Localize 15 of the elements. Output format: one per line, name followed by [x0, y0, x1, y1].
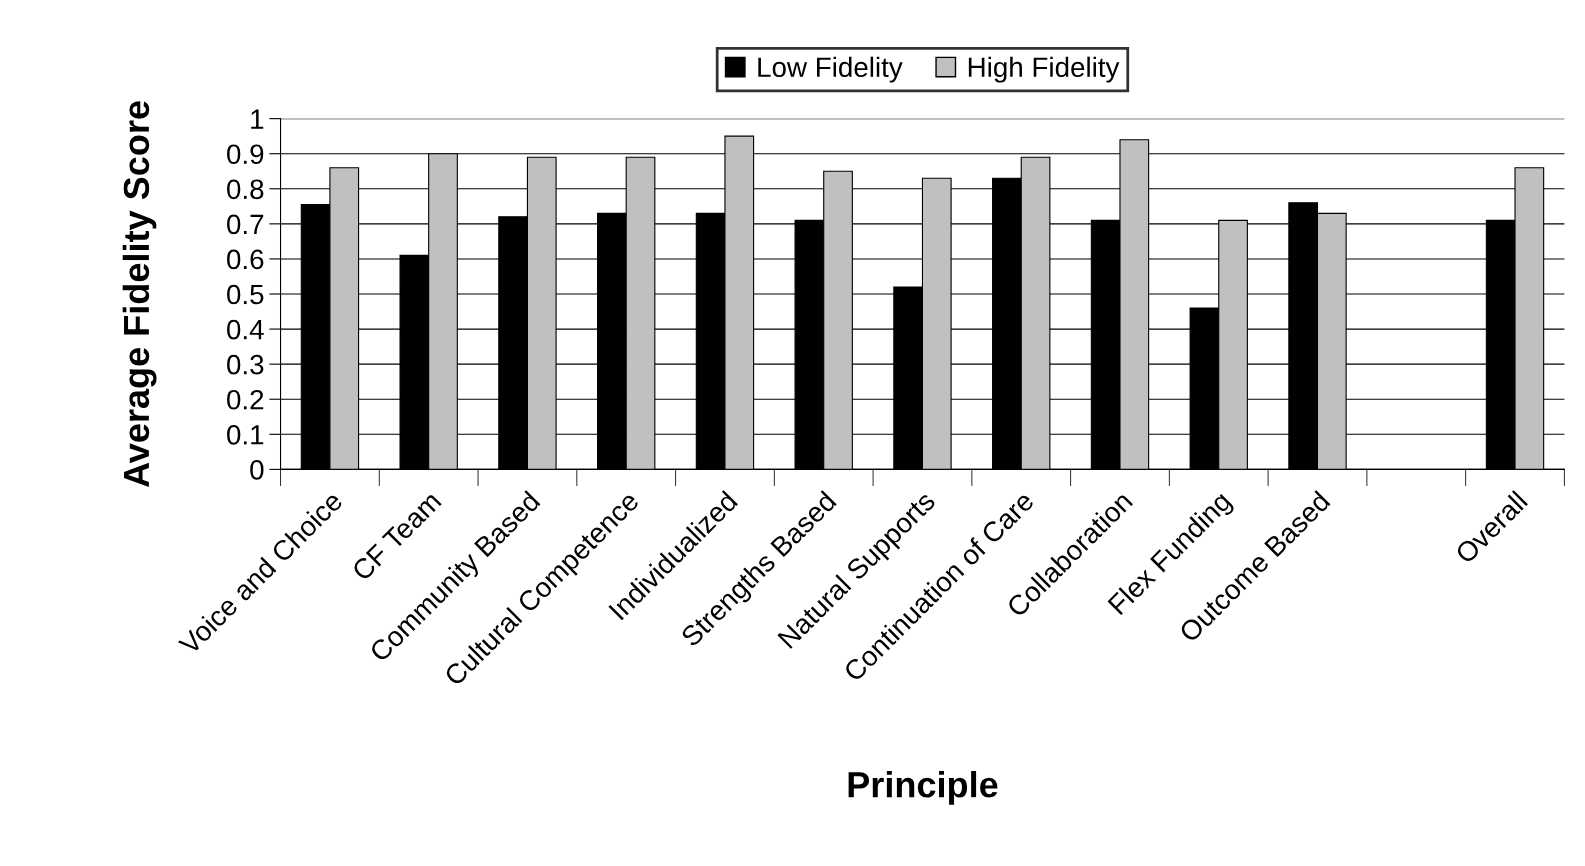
y-tick-label: 0.4: [227, 319, 264, 340]
y-axis-title: Average Fidelity Score: [122, 101, 157, 488]
legend-label: Low Fidelity: [758, 56, 903, 83]
y-tick-label: 0.9: [227, 144, 264, 165]
y-tick-label: 0.2: [227, 389, 264, 410]
legend-label: High Fidelity: [968, 56, 1120, 83]
y-tick-label: 0: [250, 460, 264, 480]
y-tick-label: 0.8: [227, 179, 264, 200]
y-tick-label: 0.6: [227, 249, 264, 270]
y-tick-label: 0.3: [227, 354, 264, 375]
y-tick-label: 0.7: [227, 214, 264, 235]
y-tick-label: 0.5: [227, 284, 264, 305]
x-axis-title: Principle: [848, 771, 998, 805]
y-tick-label: 0.1: [227, 424, 264, 445]
y-tick-label: 1: [251, 109, 264, 129]
